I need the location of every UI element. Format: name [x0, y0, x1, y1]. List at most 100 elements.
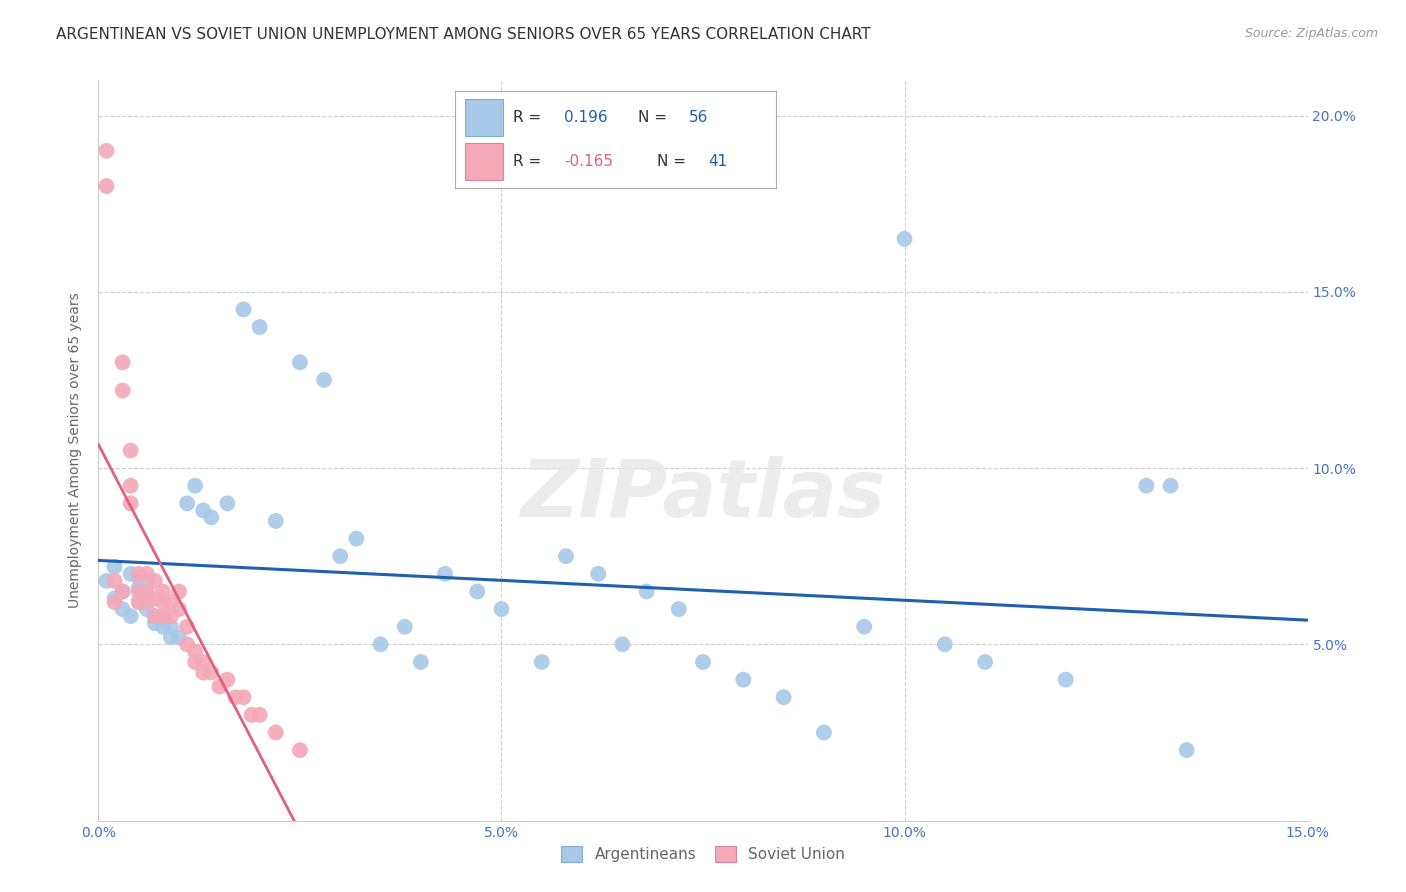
Point [167, 630, 190, 644]
Point [370, 637, 392, 651]
Point [329, 549, 352, 564]
Point [249, 707, 271, 722]
Point [232, 302, 254, 317]
Point [1135, 479, 1157, 493]
Point [193, 503, 215, 517]
Point [96, 144, 118, 158]
Point [636, 584, 658, 599]
Point [135, 566, 157, 581]
Point [288, 743, 311, 757]
Point [167, 602, 190, 616]
Point [409, 655, 432, 669]
Point [465, 584, 488, 599]
Point [344, 532, 367, 546]
Point [111, 584, 134, 599]
Point [167, 584, 190, 599]
Point [111, 355, 134, 369]
Point [193, 655, 215, 669]
Point [128, 581, 150, 595]
Text: ARGENTINEAN VS SOVIET UNION UNEMPLOYMENT AMONG SENIORS OVER 65 YEARS CORRELATION: ARGENTINEAN VS SOVIET UNION UNEMPLOYMENT… [56, 27, 870, 42]
Point [143, 591, 166, 606]
Point [813, 725, 835, 739]
Point [135, 595, 157, 609]
Point [143, 616, 166, 631]
Point [135, 588, 157, 602]
Point [200, 510, 222, 524]
Point [530, 655, 553, 669]
Point [184, 479, 207, 493]
Point [103, 595, 125, 609]
Point [586, 566, 609, 581]
Point [1054, 673, 1077, 687]
Point [314, 373, 336, 387]
Point [934, 637, 956, 651]
Point [111, 384, 134, 398]
Point [96, 574, 118, 588]
Point [160, 630, 183, 644]
Point [111, 584, 134, 599]
Point [1175, 743, 1198, 757]
Point [249, 320, 271, 334]
Point [152, 609, 174, 624]
Point [103, 574, 125, 588]
Point [143, 574, 166, 588]
Point [176, 496, 198, 510]
Point [120, 609, 142, 624]
Point [692, 655, 714, 669]
Point [128, 570, 150, 584]
Point [152, 620, 174, 634]
Text: Source: ZipAtlas.com: Source: ZipAtlas.com [1244, 27, 1378, 40]
Point [1160, 479, 1182, 493]
Point [733, 673, 755, 687]
Point [135, 584, 157, 599]
Point [394, 620, 416, 634]
Point [160, 595, 183, 609]
Point [128, 595, 150, 609]
Point [224, 690, 246, 705]
Point [217, 496, 239, 510]
Point [152, 595, 174, 609]
Point [160, 620, 183, 634]
Point [176, 620, 198, 634]
Point [434, 566, 457, 581]
Point [893, 232, 915, 246]
Point [264, 514, 287, 528]
Point [103, 559, 125, 574]
Point [176, 637, 198, 651]
Point [135, 574, 157, 588]
Point [232, 690, 254, 705]
Point [103, 591, 125, 606]
Point [184, 644, 207, 658]
Point [143, 609, 166, 624]
Point [288, 355, 311, 369]
Point [135, 602, 157, 616]
Point [612, 637, 634, 651]
Point [772, 690, 794, 705]
Text: ZIPatlas: ZIPatlas [520, 456, 886, 534]
Point [240, 707, 263, 722]
Point [668, 602, 690, 616]
Point [208, 680, 231, 694]
Point [184, 655, 207, 669]
Point [974, 655, 997, 669]
Point [120, 479, 142, 493]
Point [120, 566, 142, 581]
Point [111, 602, 134, 616]
Point [152, 584, 174, 599]
Point [152, 609, 174, 624]
Point [143, 609, 166, 624]
Point [128, 566, 150, 581]
Point [96, 179, 118, 194]
Point [853, 620, 876, 634]
Point [555, 549, 578, 564]
Point [128, 584, 150, 599]
Point [120, 443, 142, 458]
Point [217, 673, 239, 687]
Legend: Argentineans, Soviet Union: Argentineans, Soviet Union [555, 840, 851, 869]
Point [120, 496, 142, 510]
Point [128, 595, 150, 609]
Point [200, 665, 222, 680]
Point [491, 602, 513, 616]
Point [193, 665, 215, 680]
Y-axis label: Unemployment Among Seniors over 65 years: Unemployment Among Seniors over 65 years [69, 293, 83, 608]
